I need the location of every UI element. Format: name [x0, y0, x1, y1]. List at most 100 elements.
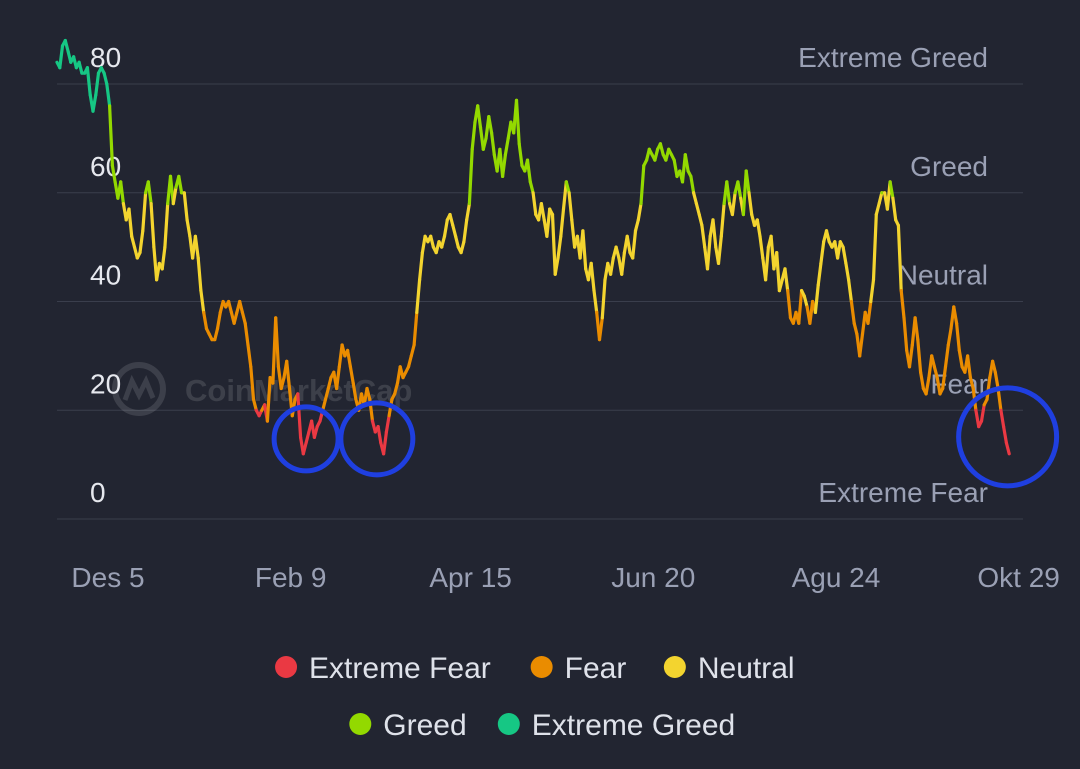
line-segment [415, 278, 422, 314]
line-segment [581, 229, 588, 271]
line-segment [941, 365, 948, 391]
line-segment [545, 207, 552, 238]
line-segment [763, 245, 771, 282]
line-segment [592, 289, 599, 314]
line-segment [265, 376, 272, 423]
line-segment [149, 202, 156, 249]
line-segment [711, 218, 718, 249]
line-segment [567, 191, 574, 222]
line-segment [171, 185, 178, 206]
line-segment [691, 191, 699, 206]
line-segment [1004, 441, 1011, 456]
line-segment [243, 321, 250, 347]
line-segment [700, 223, 707, 249]
line-segment [323, 386, 330, 401]
line-segment [215, 310, 222, 331]
line-segment [348, 365, 355, 385]
line-segment [470, 120, 477, 151]
line-segment [755, 218, 762, 238]
zone-label: Extreme Greed [798, 42, 988, 73]
legend: Extreme Fear Fear Neutral Greed Extreme Gree… [275, 652, 795, 742]
line-segment [382, 430, 388, 456]
line-segment [744, 169, 751, 195]
x-axis-ticks: Des 5 Feb 9 Apr 15 Jun 20 Agu 24 Okt 29 [71, 562, 1059, 593]
legend-label: Fear [565, 652, 627, 685]
line-segment [902, 316, 909, 352]
line-segment [697, 212, 704, 227]
line-segment [705, 234, 712, 271]
line-segment [797, 289, 804, 325]
line-segment [716, 234, 723, 265]
line-segment [841, 245, 848, 265]
line-segment [672, 158, 679, 178]
line-segment [501, 153, 507, 178]
line-segment [968, 376, 975, 391]
line-segment [326, 376, 333, 391]
line-segment [730, 191, 737, 217]
line-segment [556, 234, 563, 260]
line-segment [110, 164, 117, 184]
line-segment [608, 256, 615, 276]
line-segment [858, 332, 865, 358]
line-segment [531, 191, 538, 217]
line-segment [550, 212, 557, 276]
legend-item: Extreme Fear [275, 652, 491, 685]
line-segment [240, 310, 247, 325]
line-segment [107, 104, 115, 168]
line-segment [279, 376, 286, 391]
line-segment [835, 240, 842, 260]
coinmarketcap-logo-icon [112, 362, 166, 416]
line-segment [1001, 425, 1009, 445]
line-segment [232, 310, 239, 325]
line-segment [559, 207, 566, 238]
highlight-circle [271, 404, 341, 474]
line-segment [130, 234, 137, 249]
line-segment [600, 278, 607, 320]
line-segment [614, 245, 621, 260]
x-tick-label: Apr 15 [429, 562, 512, 593]
line-segment [999, 408, 1006, 429]
legend-label: Neutral [698, 652, 795, 685]
legend-dot-icon [275, 656, 298, 678]
line-segment [451, 223, 458, 238]
line-segment [182, 191, 189, 222]
line-segment [251, 397, 258, 412]
line-segment [874, 202, 881, 217]
y-tick-label: 80 [90, 42, 121, 73]
x-tick-label: Des 5 [71, 562, 144, 593]
line-segment [105, 82, 112, 108]
zone-label: Neutral [898, 260, 988, 291]
line-segment [196, 256, 203, 293]
line-segment [514, 98, 521, 146]
line-segment [467, 147, 474, 206]
legend-label: Extreme Fear [309, 652, 491, 685]
line-segment [946, 327, 953, 347]
line-segment [490, 131, 496, 157]
legend-dot-icon [530, 656, 553, 678]
line-segment [930, 354, 937, 369]
line-segment [440, 234, 447, 249]
line-segment [119, 180, 126, 206]
line-segment [899, 289, 906, 320]
line-segment [871, 212, 878, 282]
line-segment [888, 180, 895, 200]
x-tick-label: Okt 29 [977, 562, 1059, 593]
line-segment [747, 191, 754, 217]
line-segment [304, 430, 311, 445]
line-segment [246, 343, 253, 369]
legend-item: Greed [349, 709, 467, 742]
line-segment [852, 321, 859, 336]
line-segment [819, 240, 826, 265]
x-tick-label: Jun 20 [611, 562, 695, 593]
line-segment [631, 229, 638, 260]
y-tick-label: 60 [90, 151, 121, 182]
line-segment [213, 327, 220, 342]
line-segment [633, 218, 640, 233]
line-segment [639, 164, 646, 206]
legend-label: Extreme Greed [532, 709, 735, 742]
line-segment [94, 71, 101, 97]
line-segment [199, 289, 206, 314]
line-segment [202, 310, 209, 331]
line-segment [913, 316, 920, 342]
line-segment [249, 365, 256, 401]
